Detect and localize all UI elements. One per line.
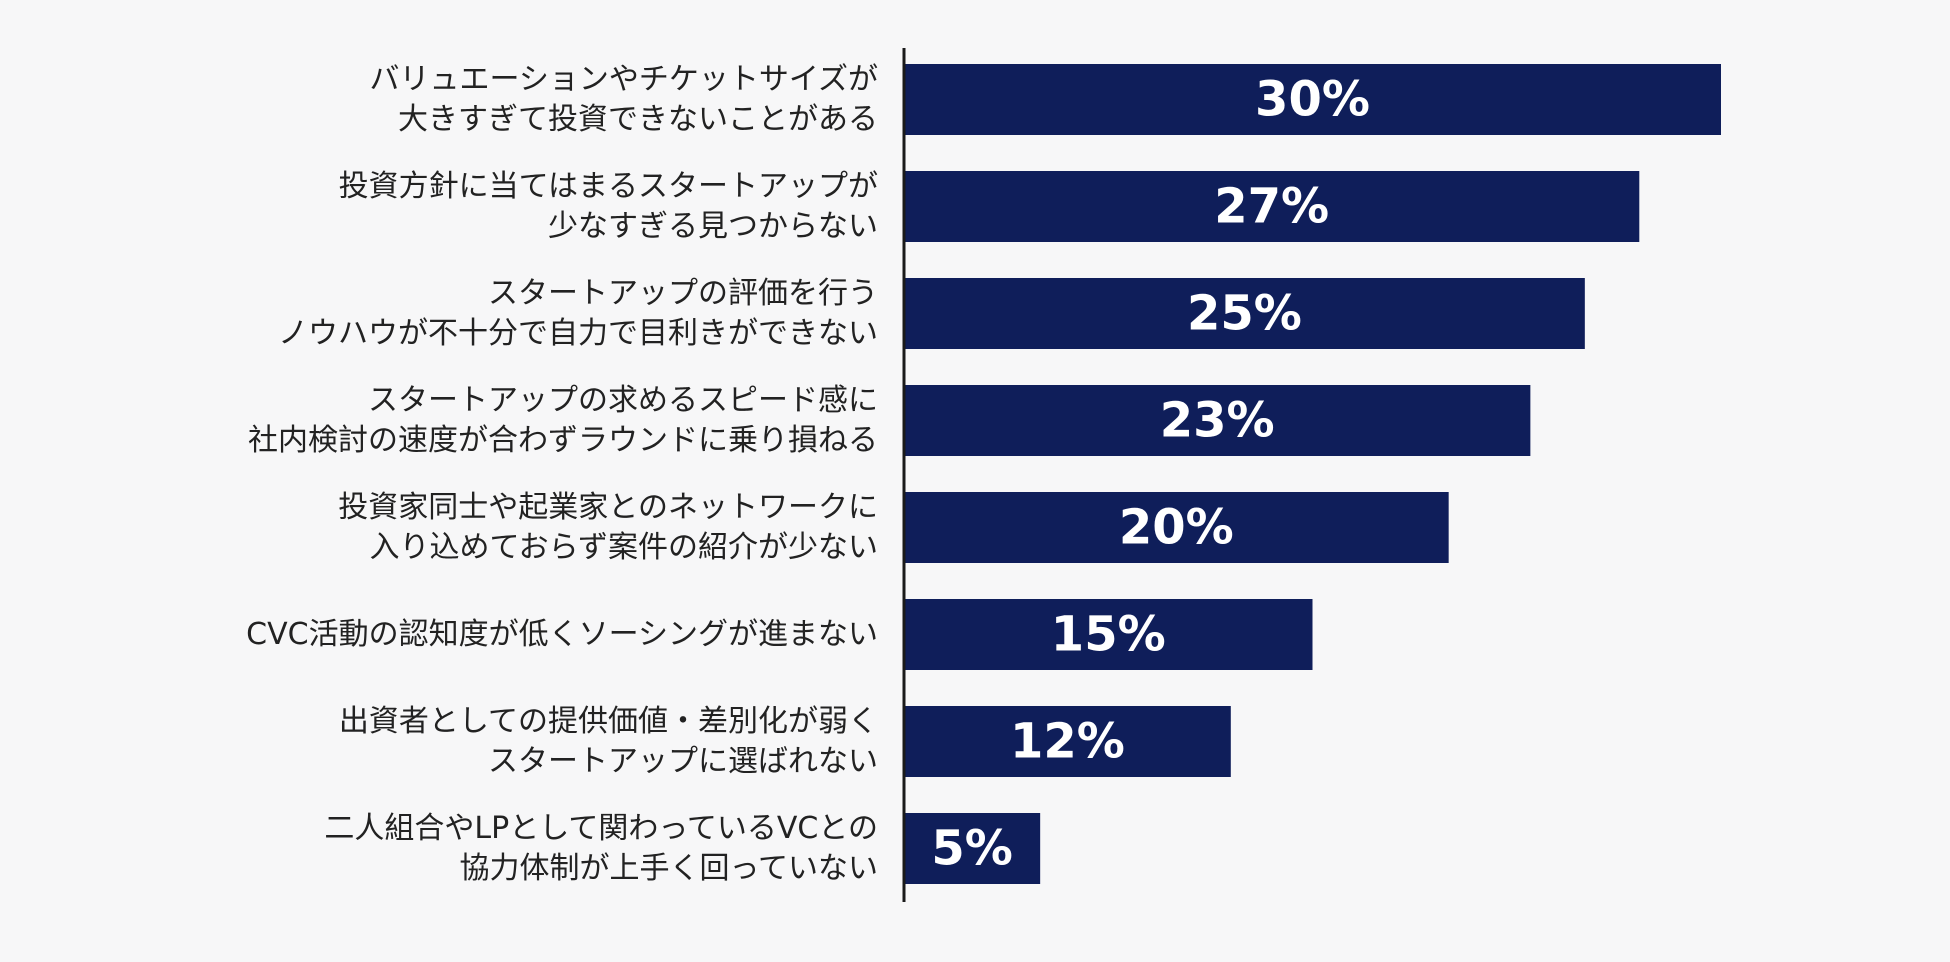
value-label-7: 12% (1010, 714, 1125, 770)
bar-8 (904, 813, 1041, 884)
value-label-6: 15% (1051, 607, 1166, 663)
category-label-8-line-1: 二人組合やLPとして関わっているVCとの (324, 811, 878, 846)
bar-6 (904, 599, 1313, 670)
value-label-5: 20% (1119, 500, 1234, 556)
bar-5 (904, 492, 1449, 563)
value-label-3: 25% (1187, 286, 1302, 342)
value-label-4: 23% (1160, 393, 1275, 449)
category-label-2-line-2: 少なすぎる見つからない (548, 209, 878, 244)
category-labels-layer: バリュエーションやチケットサイズが大きすぎて投資できないことがある投資方針に当て… (246, 62, 878, 886)
category-label-7-line-2: スタートアップに選ばれない (488, 744, 878, 779)
bar-3 (904, 278, 1585, 349)
category-label-1-line-2: 大きすぎて投資できないことがある (398, 102, 878, 137)
value-label-8: 5% (931, 821, 1013, 877)
bar-4 (904, 385, 1531, 456)
bar-1 (904, 64, 1721, 135)
category-label-5-line-1: 投資家同士や起業家とのネットワークに (338, 490, 878, 525)
category-label-6-line-1: CVC活動の認知度が低くソーシングが進まない (246, 617, 878, 652)
category-label-7-line-1: 出資者としての提供価値・差別化が弱く (339, 704, 878, 739)
category-label-1-line-1: バリュエーションやチケットサイズが (370, 62, 879, 97)
bar-2 (904, 171, 1640, 242)
category-label-3-line-2: ノウハウが不十分で自力で目利きができない (278, 316, 878, 351)
value-label-1: 30% (1255, 72, 1370, 128)
bars-layer (904, 64, 1721, 884)
category-label-8-line-2: 協力体制が上手く回っていない (460, 851, 879, 886)
category-label-3-line-1: スタートアップの評価を行う (488, 276, 878, 311)
value-labels-layer: 30% 27% 25% 23% 20% 15% 12% 5% (931, 72, 1370, 877)
bar-7 (904, 706, 1231, 777)
category-label-4-line-2: 社内検討の速度が合わずラウンドに乗り損ねる (248, 423, 878, 458)
value-label-2: 27% (1214, 179, 1329, 235)
category-label-4-line-1: スタートアップの求めるスピード感に (368, 383, 878, 418)
category-label-2-line-1: 投資方針に当てはまるスタートアップが (339, 169, 878, 204)
category-label-5-line-2: 入り込めておらず案件の紹介が少ない (370, 530, 879, 565)
